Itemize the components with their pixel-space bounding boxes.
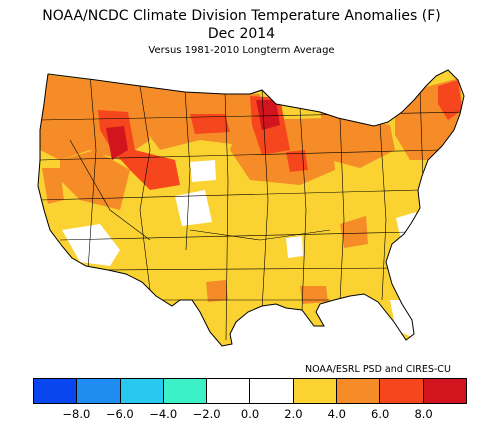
division-boundaries xyxy=(39,73,464,341)
legend-tick-label: 0.0 xyxy=(240,407,260,421)
region-colorado-white xyxy=(175,190,212,226)
map-title: NOAA/NCDC Climate Division Temperature A… xyxy=(42,8,441,24)
region-montana-red xyxy=(190,114,230,134)
region-texas-orange xyxy=(206,280,228,302)
legend-swatch xyxy=(337,379,381,403)
map-subtitle: Versus 1981-2010 Longterm Average xyxy=(148,45,335,56)
legend-swatch xyxy=(34,379,78,403)
credit-text: NOAA/ESRL PSD and CIRES-CU xyxy=(305,364,451,375)
region-great-lakes-orange xyxy=(320,112,395,168)
legend-swatch xyxy=(380,379,424,403)
region-appalachia-orange xyxy=(340,216,368,248)
region-louisiana-orange xyxy=(300,286,328,304)
legend-tick-label: −6.0 xyxy=(105,407,134,421)
region-idaho-darkred xyxy=(106,126,128,160)
region-wyoming-white xyxy=(190,160,216,182)
legend-swatch xyxy=(163,379,208,403)
region-southwest-white xyxy=(62,224,120,266)
legend-swatch xyxy=(77,379,121,403)
legend-tick-label: 2.0 xyxy=(284,407,303,421)
region-nevada-orange xyxy=(60,150,130,210)
legend-tick-label: 6.0 xyxy=(371,407,390,421)
map-period: Dec 2014 xyxy=(207,26,276,42)
legend-tick-label: −2.0 xyxy=(192,407,221,421)
legend-swatch xyxy=(207,379,251,403)
legend-swatch xyxy=(120,379,164,403)
legend-tick-label: −4.0 xyxy=(149,407,178,421)
region-maine-red xyxy=(438,80,462,120)
legend-swatch xyxy=(293,379,338,403)
region-minnesota-darkred xyxy=(256,100,280,130)
color-legend xyxy=(33,378,467,404)
region-southeast-white xyxy=(286,236,303,258)
legend-swatch xyxy=(250,379,294,403)
legend-tick-label: 8.0 xyxy=(414,407,433,421)
legend-tick-label: −8.0 xyxy=(62,407,91,421)
legend-tick-label: 4.0 xyxy=(327,407,346,421)
legend-swatch xyxy=(423,379,466,403)
region-california-orange xyxy=(42,168,64,204)
